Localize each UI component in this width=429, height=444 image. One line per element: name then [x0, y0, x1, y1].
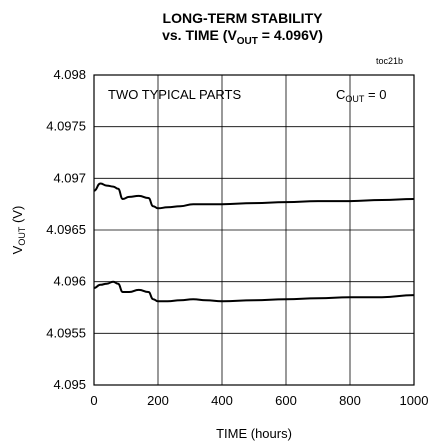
- x-tick-label: 400: [211, 393, 233, 408]
- chart-title-line1: LONG-TERM STABILITY: [162, 10, 323, 26]
- chart-tag: toc21b: [376, 56, 404, 66]
- y-tick-label: 4.098: [53, 67, 86, 82]
- chart-title-line2: vs. TIME (VOUT = 4.096V): [162, 27, 323, 47]
- series-line-2: [93, 280, 415, 303]
- x-tick-label: 800: [339, 393, 361, 408]
- y-tick-label: 4.096: [53, 274, 86, 289]
- plot-frame: [93, 74, 415, 386]
- x-tick-label: 600: [275, 393, 297, 408]
- y-tick-label: 4.097: [53, 170, 86, 185]
- y-tick-label: 4.0955: [46, 325, 86, 340]
- x-tick-label: 1000: [400, 393, 429, 408]
- x-tick-label: 0: [90, 393, 97, 408]
- x-tick-label: 200: [147, 393, 169, 408]
- series-line-1: [93, 182, 415, 210]
- y-axis-label: VOUT (V): [10, 206, 27, 255]
- annotation-cout: COUT = 0: [336, 87, 386, 104]
- y-tick-label: 4.0975: [46, 119, 86, 134]
- annotation-parts: TWO TYPICAL PARTS: [108, 87, 241, 102]
- y-tick-label: 4.095: [53, 377, 86, 392]
- x-axis-label: TIME (hours): [216, 426, 292, 441]
- y-tick-label: 4.0965: [46, 222, 86, 237]
